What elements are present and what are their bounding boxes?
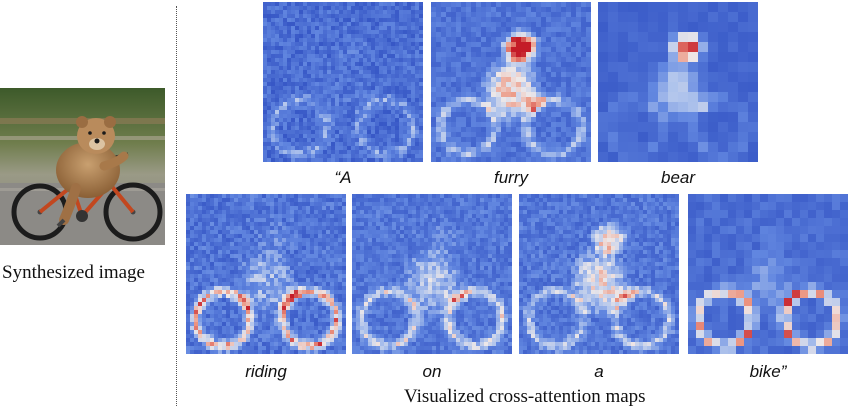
synthesized-image-caption: Synthesized image [2,262,145,283]
synthesized-image [0,88,165,245]
attention-map-bear [598,2,758,162]
attention-map-furry-svg [431,2,591,162]
attention-map-riding [186,194,346,354]
token-label-bear: bear [660,168,696,187]
token-label-a: “A [334,168,352,187]
attention-map-bike-svg [688,194,848,354]
attention-map-a [263,2,423,162]
attention-map-bike [688,194,848,354]
attention-map-a-article-svg [519,194,679,354]
attention-map-furry [431,2,591,162]
attention-map-a-svg [263,2,423,162]
token-label-furry: furry [494,168,528,187]
token-label-a-article: a [594,362,604,381]
attention-map-on [352,194,512,354]
attention-map-bear-svg [598,2,758,162]
dotted-divider [176,6,177,406]
token-label-on: on [422,362,442,381]
token-label-riding: riding [245,362,287,381]
attention-map-riding-svg [186,194,346,354]
attention-map-a-article [519,194,679,354]
attention-maps-caption: Visualized cross-attention maps [404,386,646,407]
token-label-bike: bike” [749,362,787,381]
attention-map-on-svg [352,194,512,354]
